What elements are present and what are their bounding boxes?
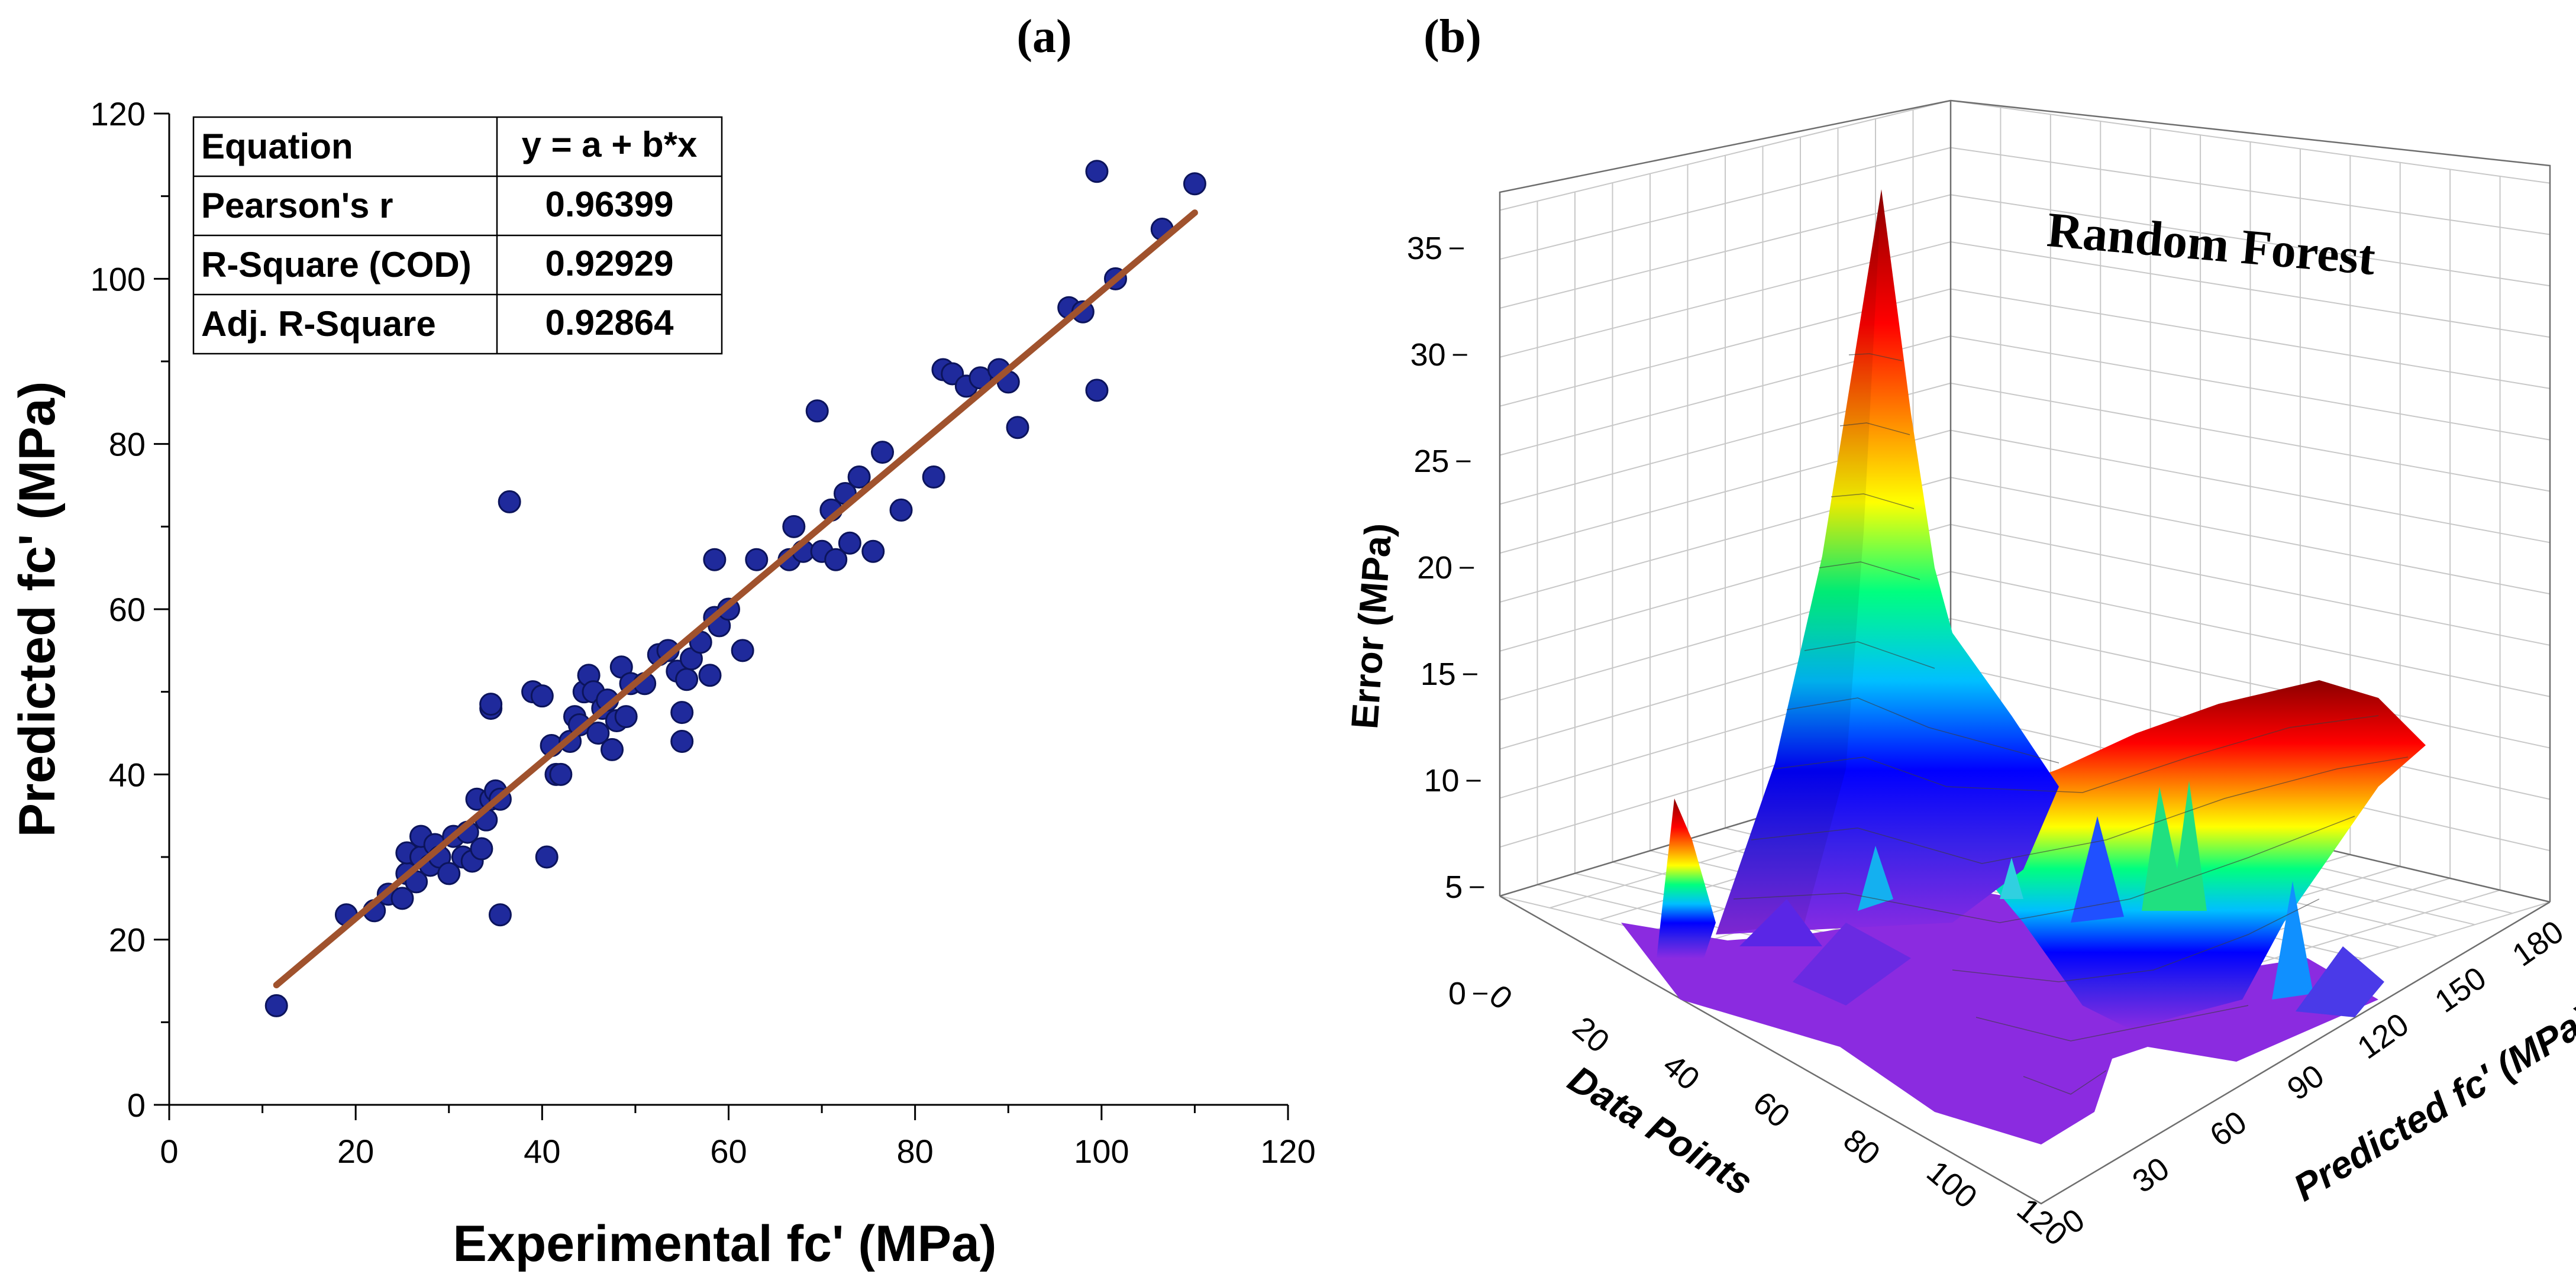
scatter-point — [1006, 416, 1029, 439]
surface-y-axis-label: Predicted fc' (MPa) — [2286, 998, 2576, 1210]
scatter-point — [670, 729, 694, 753]
x-tick-label: 20 — [337, 1133, 374, 1170]
z-tick-label: 25 — [1413, 444, 1449, 479]
scatter-point — [1085, 379, 1109, 402]
z-tick-label: 0 — [1448, 976, 1466, 1011]
surface-chart: Error (MPa) Data Points Predicted fc' (M… — [1343, 99, 2576, 1253]
scatter-point — [549, 762, 573, 786]
x-tick-label: 40 — [1656, 1047, 1706, 1098]
stats-row-label: Adj. R-Square — [201, 304, 436, 344]
scatter-point — [922, 465, 945, 489]
scatter-point — [824, 548, 848, 571]
scatter-point — [698, 664, 722, 687]
stats-row-label: R-Square (COD) — [201, 245, 472, 284]
regression-fit-line — [273, 209, 1198, 988]
scatter-point — [601, 738, 624, 761]
surface-x-axis-label: Data Points — [1561, 1058, 1760, 1204]
z-tick-label: 30 — [1410, 337, 1446, 373]
y-tick-label: 20 — [109, 921, 146, 959]
y-tick-label: 40 — [109, 756, 146, 793]
scatter-point — [498, 490, 521, 513]
scatter-point — [488, 903, 512, 927]
x-tick-label: 100 — [1920, 1154, 1984, 1215]
x-tick-label: 100 — [1074, 1133, 1129, 1170]
scatter-point — [782, 515, 806, 538]
scatter-point — [838, 531, 861, 555]
scatter-point — [675, 668, 699, 691]
scatter-point — [1183, 172, 1206, 196]
scatter-point — [889, 498, 913, 522]
z-tick-label: 35 — [1407, 231, 1442, 266]
panel-label-b: (b) — [1423, 11, 1481, 63]
scatter-point — [871, 441, 895, 464]
z-tick-label: 5 — [1445, 869, 1463, 905]
scatter-point — [861, 539, 885, 563]
scatter-point — [847, 465, 871, 489]
y-tick-label: 90 — [2281, 1058, 2330, 1107]
y-tick-label: 30 — [2126, 1150, 2176, 1200]
scatter-chart: 0 20 40 60 80 100 120 0 20 40 60 80 100 120 Experimen… — [9, 95, 1316, 1272]
x-tick-label: 80 — [1836, 1122, 1887, 1172]
scatter-point — [390, 887, 414, 910]
scatter-point — [586, 722, 610, 745]
stats-row-value: 0.96399 — [545, 185, 674, 224]
scatter-x-axis-label: Experimental fc' (MPa) — [453, 1215, 997, 1272]
stats-row-label: Equation — [201, 127, 353, 166]
scatter-point — [479, 693, 503, 716]
y-tick-label: 120 — [2351, 1007, 2415, 1066]
y-tick-label: 60 — [109, 591, 146, 628]
stats-table: Equation y = a + b*x Pearson's r 0.96399… — [192, 116, 723, 355]
error-surface — [1621, 189, 2426, 1144]
x-tick-label: 80 — [897, 1133, 934, 1170]
scatter-point — [1085, 160, 1109, 183]
stats-row-value: 0.92864 — [545, 303, 674, 342]
scatter-point — [535, 845, 559, 869]
scatter-point — [703, 548, 727, 571]
y-tick-label: 80 — [109, 426, 146, 463]
x-tick-label: 0 — [160, 1133, 178, 1170]
y-tick-label: 0 — [127, 1086, 146, 1124]
panel-label-a: (a) — [1016, 11, 1071, 63]
x-tick-label: 60 — [1747, 1085, 1797, 1135]
contour-lines — [1733, 353, 2409, 1095]
scatter-y-axis-label: Predicted fc' (MPa) — [9, 381, 66, 837]
scatter-point — [745, 548, 769, 571]
scatter-point — [264, 994, 288, 1017]
scatter-tick-labels: 0 20 40 60 80 100 120 0 20 40 60 80 100 120 — [91, 95, 1316, 1170]
x-tick-label: 120 — [1260, 1133, 1315, 1170]
scatter-point — [530, 684, 554, 708]
y-tick-label: 120 — [91, 95, 146, 132]
z-tick-label: 20 — [1417, 550, 1452, 586]
scatter-point — [731, 639, 754, 662]
y-tick-label: 100 — [91, 260, 146, 298]
z-tick-label: 10 — [1423, 763, 1459, 798]
x-tick-label: 20 — [1566, 1010, 1616, 1060]
scatter-point — [670, 701, 694, 725]
x-tick-label: 60 — [710, 1133, 747, 1170]
surface-z-axis-label: Error (MPa) — [1343, 522, 1400, 730]
scatter-point — [437, 862, 461, 885]
scatter-point — [805, 399, 829, 423]
scatter-point — [470, 837, 493, 861]
x-tick-label: 40 — [524, 1133, 560, 1170]
stats-row-value: y = a + b*x — [522, 125, 698, 164]
z-tick-label: 15 — [1421, 657, 1456, 692]
y-tick-label: 60 — [2204, 1104, 2254, 1154]
scatter-ticks — [154, 112, 1289, 1120]
stats-row-label: Pearson's r — [201, 186, 393, 225]
x-tick-label: 0 — [1483, 978, 1519, 1017]
scatter-point — [614, 705, 638, 729]
stats-row-value: 0.92929 — [545, 244, 674, 283]
